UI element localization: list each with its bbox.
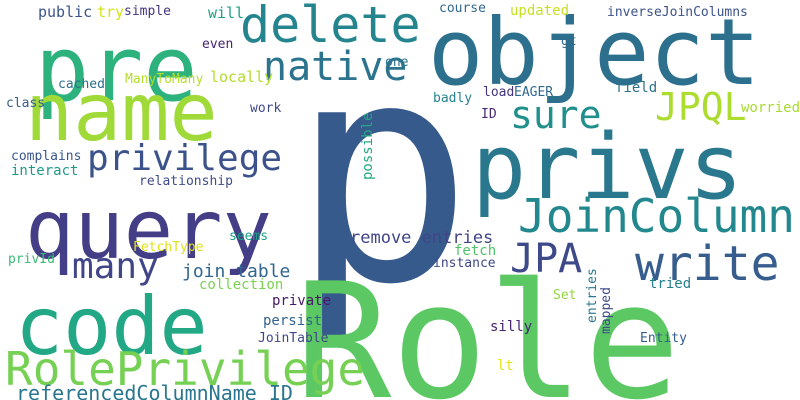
word-joincolumn: JoinColumn bbox=[518, 189, 795, 243]
word-lt: lt bbox=[497, 358, 514, 374]
word-field: field bbox=[615, 80, 657, 96]
word-relationship: relationship bbox=[139, 174, 233, 189]
word-collection: collection bbox=[199, 277, 283, 293]
word-eager: EAGER bbox=[514, 85, 553, 100]
word-cached: cached bbox=[58, 77, 105, 92]
word-work: work bbox=[250, 101, 281, 116]
word-badly: badly bbox=[433, 91, 472, 106]
word-many: many bbox=[72, 246, 159, 287]
word-set: Set bbox=[553, 288, 576, 303]
word-entries: entries bbox=[585, 268, 600, 323]
word-referencedcolumnname-id: referencedColumnName ID bbox=[16, 381, 293, 400]
word-one: one bbox=[385, 55, 409, 70]
word-name: name bbox=[25, 66, 218, 159]
word-persist: persist bbox=[263, 313, 322, 329]
word-role: Role bbox=[295, 248, 680, 400]
word-id: ID bbox=[481, 107, 497, 122]
word-locally: locally bbox=[210, 68, 273, 86]
word-fetch: fetch bbox=[454, 243, 496, 259]
word-interact: interact bbox=[11, 163, 78, 179]
word-private: private bbox=[272, 293, 331, 309]
word-course: course bbox=[439, 1, 486, 16]
word-seems: seems bbox=[229, 229, 268, 244]
word-inversejoincolumns: inverseJoinColumns bbox=[607, 5, 748, 20]
word-class: class bbox=[6, 96, 45, 111]
word-p: p bbox=[290, 0, 474, 351]
word-write: write bbox=[635, 236, 780, 292]
word-entity: Entity bbox=[640, 331, 687, 346]
word-updated: updated bbox=[510, 3, 569, 19]
word-remove-entries: remove entries bbox=[350, 228, 493, 248]
word-manytomany: ManyToMany bbox=[125, 72, 203, 87]
word-object: object bbox=[428, 0, 760, 106]
word-jointable: JoinTable bbox=[258, 331, 329, 346]
word-try: try bbox=[97, 3, 124, 21]
word-jpql: JPQL bbox=[655, 85, 747, 129]
word-native: native bbox=[263, 44, 408, 90]
word-public: public bbox=[38, 3, 92, 21]
word-gt: gt bbox=[561, 34, 577, 49]
word-instance: instance bbox=[433, 256, 496, 271]
word-fetchtype: FetchType bbox=[133, 240, 204, 255]
word-load: load bbox=[483, 85, 514, 100]
word-silly: silly bbox=[490, 319, 532, 335]
word-sure: sure bbox=[510, 93, 602, 137]
word-privilege: privilege bbox=[87, 138, 282, 179]
word-delete: delete bbox=[240, 0, 421, 54]
word-privid: privId bbox=[8, 252, 55, 267]
word-code: code bbox=[15, 280, 208, 373]
word-join-table: join table bbox=[182, 261, 290, 282]
word-tried: tried bbox=[649, 276, 691, 292]
word-mapped: mapped bbox=[599, 287, 614, 334]
word-complains: complains bbox=[11, 149, 81, 164]
word-jpa: JPA bbox=[510, 236, 582, 282]
word-even: even bbox=[202, 37, 233, 52]
word-privs: privs bbox=[472, 115, 743, 220]
word-query: query bbox=[25, 183, 272, 278]
word-pre: pre bbox=[35, 17, 198, 122]
word-roleprivilege: RolePrivilege bbox=[5, 342, 365, 396]
word-worried: worried bbox=[741, 100, 800, 116]
word-possible: possible bbox=[360, 113, 376, 180]
word-simple: simple bbox=[124, 4, 171, 19]
word-will: will bbox=[208, 4, 244, 22]
